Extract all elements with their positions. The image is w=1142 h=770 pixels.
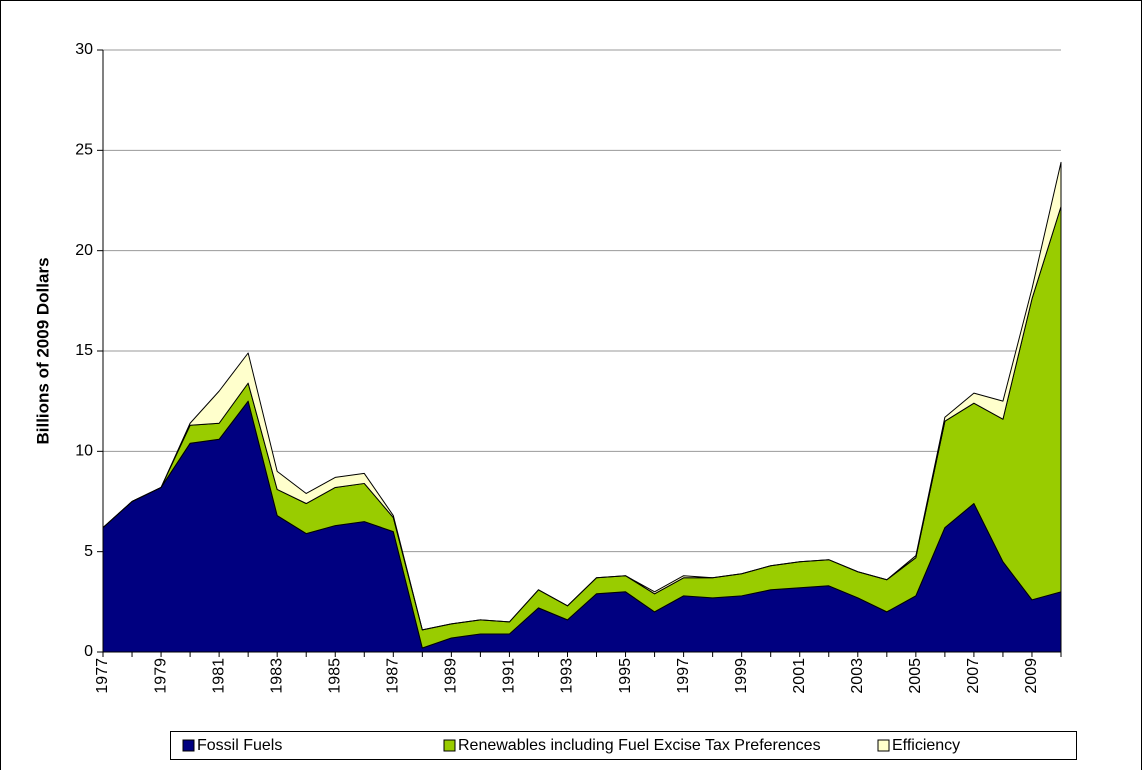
- x-tick-label: 1979: [152, 658, 169, 694]
- x-tick-label: 2001: [791, 658, 808, 694]
- legend-label: Renewables including Fuel Excise Tax Pre…: [458, 737, 821, 754]
- x-tick-label: 1993: [559, 658, 576, 694]
- y-tick-label: 15: [75, 342, 93, 359]
- x-tick-label: 1995: [617, 658, 634, 694]
- x-tick-label: 2003: [849, 658, 866, 694]
- y-tick-label: 10: [75, 443, 93, 460]
- y-tick-label: 20: [75, 242, 93, 259]
- y-tick-label: 25: [75, 142, 93, 159]
- x-tick-label: 2005: [907, 658, 924, 694]
- y-tick-label: 5: [84, 543, 93, 560]
- area: [102, 161, 1062, 631]
- y-tick-label: 0: [84, 643, 93, 660]
- legend: Fossil Fuels Renewables including Fuel Ex…: [170, 731, 1077, 760]
- legend-box: [170, 731, 1077, 760]
- x-tick-label: 2009: [1023, 658, 1040, 694]
- x-tick-label: 1985: [326, 658, 343, 694]
- y-tick-label: 30: [75, 41, 93, 58]
- x-tick-label: 1981: [210, 658, 227, 694]
- legend-swatch: [443, 739, 456, 752]
- x-tick-label: 1997: [675, 658, 692, 694]
- x-tick-label: 1991: [501, 658, 518, 694]
- x-tick-label: 1999: [733, 658, 750, 694]
- legend-swatch: [182, 739, 195, 752]
- x-tick-label: 2007: [965, 658, 982, 694]
- x-tick-label: 1987: [385, 658, 402, 694]
- x-tick-label: 1983: [268, 658, 285, 694]
- legend-swatch: [877, 739, 890, 752]
- y-axis-label: Billions of 2009 Dollars: [33, 257, 52, 444]
- legend-label: Fossil Fuels: [197, 737, 282, 754]
- x-tick-label: 1977: [94, 658, 111, 694]
- x-tick-label: 1989: [443, 658, 460, 694]
- legend-label: Efficiency: [892, 737, 960, 754]
